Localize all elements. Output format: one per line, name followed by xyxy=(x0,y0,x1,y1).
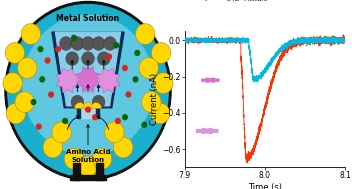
X-axis label: Time (s): Time (s) xyxy=(248,183,282,189)
Circle shape xyxy=(133,77,138,82)
Circle shape xyxy=(151,43,171,63)
Polygon shape xyxy=(56,68,80,93)
Circle shape xyxy=(43,137,63,158)
Circle shape xyxy=(153,73,173,94)
Circle shape xyxy=(38,47,43,52)
Bar xyxy=(70,175,107,180)
Circle shape xyxy=(115,119,120,123)
Circle shape xyxy=(60,37,73,50)
Circle shape xyxy=(86,107,90,112)
Wedge shape xyxy=(91,103,101,108)
Circle shape xyxy=(18,58,37,78)
Circle shape xyxy=(105,122,124,143)
Circle shape xyxy=(5,2,171,180)
Circle shape xyxy=(122,115,127,120)
Circle shape xyxy=(72,35,76,40)
Circle shape xyxy=(82,52,94,65)
Circle shape xyxy=(107,54,112,59)
Polygon shape xyxy=(196,129,218,133)
Circle shape xyxy=(63,119,68,123)
Circle shape xyxy=(66,52,78,65)
Circle shape xyxy=(37,124,41,129)
Circle shape xyxy=(92,37,105,50)
Circle shape xyxy=(8,5,168,177)
Bar xyxy=(73,163,80,180)
Wedge shape xyxy=(75,103,85,108)
Circle shape xyxy=(135,50,139,55)
Circle shape xyxy=(114,43,118,48)
Circle shape xyxy=(56,47,61,52)
Circle shape xyxy=(139,58,158,78)
Polygon shape xyxy=(56,32,120,106)
Circle shape xyxy=(113,137,133,158)
Circle shape xyxy=(82,37,94,50)
Circle shape xyxy=(142,92,161,112)
Polygon shape xyxy=(202,78,219,82)
Circle shape xyxy=(31,100,36,105)
Circle shape xyxy=(151,103,170,124)
Circle shape xyxy=(126,92,131,97)
Polygon shape xyxy=(52,32,124,108)
Circle shape xyxy=(71,37,84,50)
Circle shape xyxy=(78,156,98,177)
Legend: L- or D- Only, L-/D- Mixture: L- or D- Only, L-/D- Mixture xyxy=(153,0,271,4)
Circle shape xyxy=(122,66,127,70)
Circle shape xyxy=(93,115,97,120)
Circle shape xyxy=(3,73,23,94)
Circle shape xyxy=(40,77,44,82)
Circle shape xyxy=(15,92,34,112)
Circle shape xyxy=(92,95,105,109)
Circle shape xyxy=(104,37,116,50)
Circle shape xyxy=(142,122,147,127)
Circle shape xyxy=(92,148,112,169)
Text: Amino Acid
Solution: Amino Acid Solution xyxy=(66,149,110,163)
Circle shape xyxy=(5,43,25,63)
Bar xyxy=(96,109,100,118)
Circle shape xyxy=(45,58,50,63)
Polygon shape xyxy=(76,66,100,92)
Circle shape xyxy=(136,24,155,44)
Polygon shape xyxy=(96,68,120,93)
Bar xyxy=(96,163,103,180)
Circle shape xyxy=(21,24,40,44)
Circle shape xyxy=(71,95,84,109)
Circle shape xyxy=(52,122,71,143)
Text: Metal Solution: Metal Solution xyxy=(56,14,120,23)
Circle shape xyxy=(6,103,25,124)
Y-axis label: Current (nA): Current (nA) xyxy=(150,73,159,125)
Circle shape xyxy=(49,92,54,97)
Bar xyxy=(77,109,80,118)
Circle shape xyxy=(98,52,110,65)
Circle shape xyxy=(23,15,153,155)
Wedge shape xyxy=(83,103,93,108)
Circle shape xyxy=(64,148,84,169)
Bar xyxy=(80,105,96,118)
